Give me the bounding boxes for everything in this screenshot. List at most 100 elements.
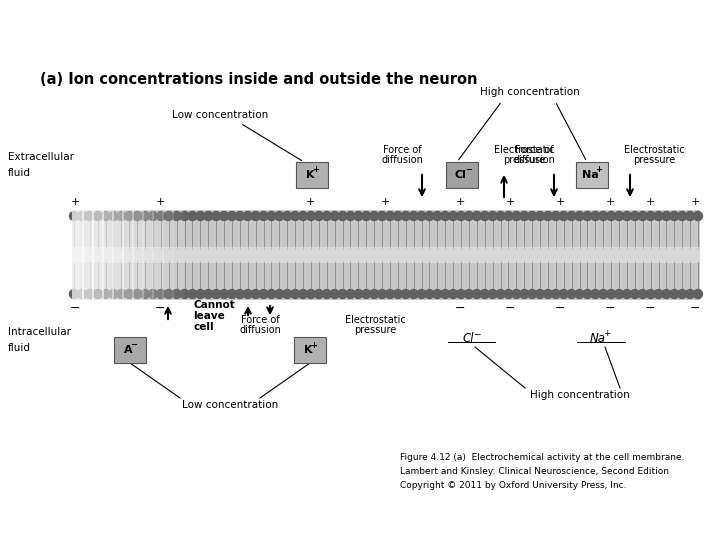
Circle shape bbox=[385, 212, 395, 220]
Text: fluid: fluid bbox=[8, 168, 31, 178]
Circle shape bbox=[575, 212, 584, 220]
Circle shape bbox=[567, 289, 576, 299]
Text: +: + bbox=[71, 197, 80, 207]
Text: K: K bbox=[306, 170, 314, 180]
Text: −: − bbox=[130, 341, 137, 349]
Circle shape bbox=[433, 212, 442, 220]
Text: Copyright © 2011 by Oxford University Press, Inc.: Copyright © 2011 by Oxford University Pr… bbox=[400, 482, 626, 490]
Circle shape bbox=[449, 289, 458, 299]
Circle shape bbox=[559, 289, 568, 299]
Circle shape bbox=[235, 289, 244, 299]
Circle shape bbox=[361, 212, 371, 220]
Circle shape bbox=[85, 212, 94, 220]
Circle shape bbox=[275, 212, 284, 220]
Text: Intracellular: Intracellular bbox=[8, 327, 71, 337]
Circle shape bbox=[528, 289, 536, 299]
Circle shape bbox=[212, 289, 220, 299]
Circle shape bbox=[156, 289, 166, 299]
Circle shape bbox=[678, 212, 687, 220]
Text: +: + bbox=[310, 341, 317, 349]
Circle shape bbox=[401, 289, 410, 299]
Circle shape bbox=[323, 289, 331, 299]
Circle shape bbox=[148, 289, 158, 299]
Circle shape bbox=[599, 289, 608, 299]
Circle shape bbox=[140, 289, 150, 299]
Circle shape bbox=[101, 212, 110, 220]
Circle shape bbox=[77, 212, 86, 220]
Circle shape bbox=[449, 212, 458, 220]
Circle shape bbox=[148, 212, 158, 220]
Circle shape bbox=[646, 289, 655, 299]
Circle shape bbox=[488, 289, 497, 299]
Circle shape bbox=[188, 212, 197, 220]
Circle shape bbox=[101, 289, 110, 299]
Text: Lambert and Kinsley: Clinical Neuroscience, Second Edition: Lambert and Kinsley: Clinical Neuroscien… bbox=[400, 468, 669, 476]
Circle shape bbox=[417, 212, 426, 220]
Text: Force of: Force of bbox=[383, 145, 421, 155]
Circle shape bbox=[472, 289, 482, 299]
Text: Na: Na bbox=[582, 170, 598, 180]
Circle shape bbox=[409, 289, 418, 299]
Text: Extracellular: Extracellular bbox=[8, 152, 74, 162]
Text: +: + bbox=[312, 165, 319, 174]
Circle shape bbox=[409, 212, 418, 220]
Circle shape bbox=[275, 289, 284, 299]
Circle shape bbox=[583, 289, 592, 299]
Text: −: − bbox=[472, 329, 480, 339]
Text: Electrostatic: Electrostatic bbox=[345, 315, 405, 325]
Text: pressure: pressure bbox=[354, 325, 396, 335]
Circle shape bbox=[369, 212, 379, 220]
Text: −: − bbox=[690, 301, 701, 314]
Circle shape bbox=[552, 212, 560, 220]
Text: diffusion: diffusion bbox=[239, 325, 281, 335]
FancyBboxPatch shape bbox=[576, 162, 608, 188]
Circle shape bbox=[654, 212, 663, 220]
Bar bbox=[162, 210, 174, 300]
Circle shape bbox=[267, 289, 276, 299]
Text: cell: cell bbox=[193, 322, 214, 332]
Circle shape bbox=[70, 289, 78, 299]
Circle shape bbox=[464, 212, 474, 220]
Circle shape bbox=[496, 289, 505, 299]
Text: A: A bbox=[124, 345, 132, 355]
Circle shape bbox=[315, 212, 323, 220]
Circle shape bbox=[70, 212, 78, 220]
Text: −: − bbox=[605, 301, 616, 314]
Text: Figure 4.12 (a)  Electrochemical activity at the cell membrane.: Figure 4.12 (a) Electrochemical activity… bbox=[400, 454, 685, 462]
Circle shape bbox=[456, 212, 466, 220]
Circle shape bbox=[299, 289, 307, 299]
FancyBboxPatch shape bbox=[296, 162, 328, 188]
Circle shape bbox=[117, 212, 126, 220]
Circle shape bbox=[480, 212, 489, 220]
Circle shape bbox=[259, 289, 268, 299]
Bar bbox=[72, 247, 700, 263]
FancyBboxPatch shape bbox=[294, 337, 326, 363]
Circle shape bbox=[85, 289, 94, 299]
Bar bbox=[112, 210, 124, 300]
Circle shape bbox=[385, 289, 395, 299]
Text: Force of: Force of bbox=[240, 315, 279, 325]
Bar bbox=[122, 210, 134, 300]
Circle shape bbox=[251, 289, 260, 299]
Text: +: + bbox=[455, 197, 464, 207]
Circle shape bbox=[393, 212, 402, 220]
Text: +: + bbox=[606, 197, 615, 207]
Text: pressure: pressure bbox=[503, 155, 545, 165]
Text: (a) Ion concentrations inside and outside the neuron: (a) Ion concentrations inside and outsid… bbox=[40, 72, 477, 87]
Circle shape bbox=[575, 289, 584, 299]
Circle shape bbox=[591, 289, 600, 299]
Text: K: K bbox=[304, 345, 312, 355]
Circle shape bbox=[338, 212, 347, 220]
Circle shape bbox=[346, 212, 355, 220]
Circle shape bbox=[583, 212, 592, 220]
Circle shape bbox=[330, 212, 339, 220]
Circle shape bbox=[670, 212, 679, 220]
Circle shape bbox=[678, 289, 687, 299]
Circle shape bbox=[622, 212, 631, 220]
Text: Electrostatic: Electrostatic bbox=[624, 145, 685, 155]
Text: +: + bbox=[156, 197, 165, 207]
Circle shape bbox=[433, 289, 442, 299]
Circle shape bbox=[512, 212, 521, 220]
Circle shape bbox=[196, 289, 205, 299]
Bar bbox=[172, 210, 184, 300]
